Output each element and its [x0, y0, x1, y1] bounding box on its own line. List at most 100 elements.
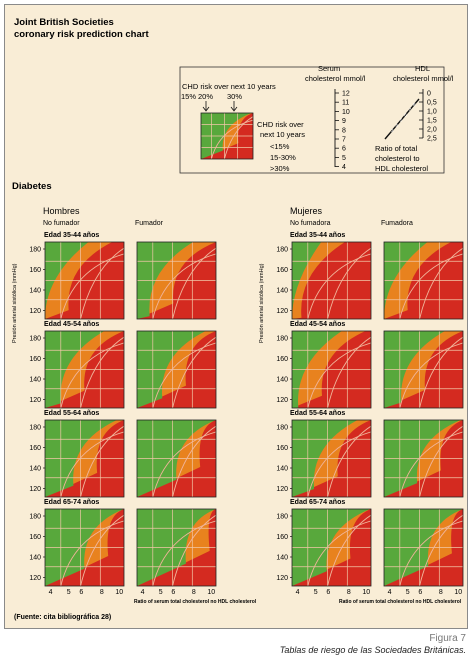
panel-men_nonsmoker-age2 [44, 419, 125, 498]
x-tick-label: 6 [326, 589, 330, 596]
x-axis-label-women: Ratio of serum total cholesterol no HDL … [339, 599, 462, 605]
x-tick-label: 10 [115, 589, 123, 596]
panel-border [383, 508, 464, 587]
risk-contour [80, 514, 124, 586]
panel-border [44, 508, 125, 587]
risk-contour [223, 116, 253, 159]
hdl-title2: cholesterol mmol/l [393, 74, 454, 83]
panel-men_nonsmoker-age3 [44, 508, 125, 587]
risk-contour [399, 342, 463, 408]
x-axis-label-men: Ratio of serum total cholesterol no HDL … [134, 599, 257, 605]
risk-contour [419, 425, 463, 497]
risk-chart-svg: Joint British Societies coronary risk pr… [12, 17, 464, 621]
serum-tick-label: 5 [342, 155, 346, 162]
age-band-35-44-women: Edad 35-44 años [290, 232, 345, 239]
risk-contour [327, 425, 371, 497]
panel-men_smoker-age1 [136, 330, 217, 409]
risk-contour [419, 336, 463, 408]
hdl-tick-label: 1,5 [427, 118, 437, 125]
risk-contour [152, 431, 216, 497]
panel-border [200, 112, 254, 160]
x-tick-label: 5 [314, 589, 318, 596]
y-tick-label: 160 [29, 534, 41, 541]
y-tick-label: 160 [276, 356, 288, 363]
legend-mini-panel [200, 112, 254, 160]
y-axis-label-women: Presión arterial sistólica (mmHg) [259, 263, 265, 343]
panel-border [291, 508, 372, 587]
panel-men_smoker-age3 [136, 508, 217, 587]
serum-title2: cholesterol mmol/l [305, 74, 366, 83]
risk-contour [80, 336, 124, 408]
x-tick-label: 5 [159, 589, 163, 596]
risk-contour [60, 253, 124, 319]
serum-tick-label: 9 [342, 118, 346, 125]
y-tick-label: 140 [276, 288, 288, 295]
risk-contour [327, 336, 371, 408]
y-tick-label: 180 [29, 247, 41, 254]
panel-men_nonsmoker-age0 [44, 241, 125, 320]
serum-scale: 12 11 10 9 8 7 6 5 4 [335, 91, 350, 171]
hdl-title1: HDL [415, 64, 430, 73]
ratio-mark-label: 5 [400, 118, 403, 123]
col-men-nonsmoker: No fumador [43, 220, 80, 227]
ratio-mark-label: 4 [395, 123, 398, 128]
risk-contour [152, 342, 216, 408]
serum-tick-label: 8 [342, 127, 346, 134]
y-tick-label: 140 [29, 555, 41, 562]
title-line1: Joint British Societies [14, 17, 114, 28]
panel-women_smoker-age0 [383, 241, 464, 320]
risk-contour [399, 431, 463, 497]
panel-border [44, 241, 125, 320]
age-band-55-64-women: Edad 55-64 años [290, 410, 345, 417]
x-tick-label: 4 [141, 589, 145, 596]
legend-level-mid: 15-30% [270, 153, 296, 162]
figure-caption: Tablas de riesgo de las Sociedades Britá… [279, 645, 466, 655]
y-tick-label: 120 [29, 308, 41, 315]
risk-contour [327, 514, 371, 586]
x-tick-label: 5 [67, 589, 71, 596]
ratio-mark-label: 6 [404, 112, 407, 117]
age-band-65-74-men: Edad 65-74 años [44, 499, 99, 506]
risk-contour [419, 247, 463, 319]
y-tick-label: 120 [276, 575, 288, 582]
x-tick-label: 4 [296, 589, 300, 596]
x-tick-label: 8 [100, 589, 104, 596]
x-tick-label: 6 [418, 589, 422, 596]
y-tick-label: 140 [29, 377, 41, 384]
risk-contour [80, 425, 124, 497]
serum-tick-label: 6 [342, 146, 346, 153]
y-tick-label: 140 [276, 555, 288, 562]
group-men: Hombres [43, 206, 80, 216]
ratio-nomogram-line [384, 98, 420, 140]
title-line2: coronary risk prediction chart [14, 29, 149, 40]
risk-contour [80, 247, 124, 319]
x-tick-label: 6 [171, 589, 175, 596]
y-tick-label: 160 [276, 267, 288, 274]
serum-tick-label: 7 [342, 137, 346, 144]
panel-border [44, 419, 125, 498]
y-tick-label: 180 [276, 247, 288, 254]
y-tick-label: 180 [29, 514, 41, 521]
risk-contour [307, 520, 371, 586]
legend-arrow-20 [202, 101, 210, 112]
col-men-smoker: Fumador [135, 220, 164, 227]
serum-tick-label: 10 [342, 109, 350, 116]
ratio-label3: HDL cholesterol [375, 164, 428, 173]
risk-contour [152, 253, 216, 319]
serum-tick-label: 12 [342, 91, 350, 98]
serum-tick-label: 4 [342, 164, 346, 171]
y-tick-label: 180 [276, 336, 288, 343]
x-tick-label: 8 [439, 589, 443, 596]
panel-border [136, 330, 217, 409]
panel-border [291, 330, 372, 409]
y-tick-label: 180 [29, 336, 41, 343]
section-title: Diabetes [12, 181, 52, 192]
x-tick-label: 5 [406, 589, 410, 596]
y-tick-label: 120 [276, 308, 288, 315]
y-tick-label: 180 [276, 425, 288, 432]
group-women: Mujeres [290, 206, 323, 216]
y-tick-label: 160 [29, 445, 41, 452]
risk-contour [327, 247, 371, 319]
legend-side-title1: CHD risk over [257, 120, 304, 129]
